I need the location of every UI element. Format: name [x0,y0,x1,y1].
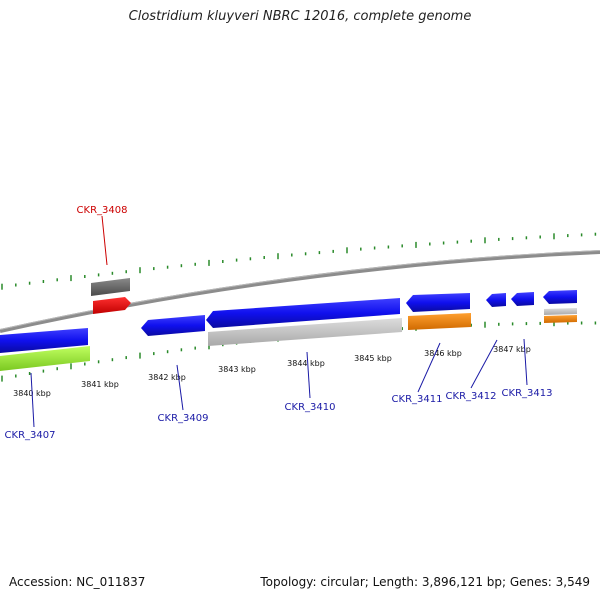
gene-label-ckr-3411[interactable]: CKR_3411 [392,394,443,405]
genome-title: Clostridium kluyveri NBRC 12016, complet… [128,9,472,24]
gene-ckr-3410[interactable] [206,298,400,328]
accession-label: Accession: NC_011837 [9,575,146,589]
gene-ckr-3407[interactable] [0,328,88,353]
gene-label-ckr-3409[interactable]: CKR_3409 [158,413,209,424]
axis-label: 3844 kbp [287,359,325,368]
axis-label: 3846 kbp [424,349,462,358]
leader-lines [30,215,528,428]
gene-ckr-3412-a[interactable] [486,293,506,307]
gene-ckr-3411[interactable] [406,293,470,312]
gene-label-ckr-3413[interactable]: CKR_3413 [502,388,553,399]
gene-label-ckr-3412[interactable]: CKR_3412 [446,391,497,402]
gene-ckr-3413[interactable] [543,290,577,304]
gene-ckr-3408-red[interactable] [93,297,131,314]
gene-ckr-3408-gray[interactable] [91,278,130,296]
genome-backbone [0,250,600,333]
gene-ckr-3413-orange[interactable] [544,315,577,323]
gene-ckr-3411-orange[interactable] [408,313,471,330]
gene-ckr-3407-green[interactable] [0,346,90,371]
gene-ckr-3410-gray[interactable] [208,318,402,346]
axis-label: 3842 kbp [148,373,186,382]
axis-label: 3845 kbp [354,354,392,363]
gene-ckr-3412-b[interactable] [511,292,534,306]
axis-label: 3843 kbp [218,365,256,374]
gene-ckr-3413-gray[interactable] [544,308,577,315]
gene-label-ckr-3408[interactable]: CKR_3408 [77,205,128,216]
axis-label: 3841 kbp [81,380,119,389]
gene-label-ckr-3407[interactable]: CKR_3407 [5,430,56,441]
gene-labels: CKR_3407 CKR_3408 CKR_3409 CKR_3410 CKR_… [5,205,553,441]
gene-ckr-3409[interactable] [141,315,205,336]
genome-stats-label: Topology: circular; Length: 3,896,121 bp… [260,575,590,589]
outer-tick-ring [1,232,597,290]
gene-label-ckr-3410[interactable]: CKR_3410 [285,402,336,413]
axis-label: 3847 kbp [493,345,531,354]
